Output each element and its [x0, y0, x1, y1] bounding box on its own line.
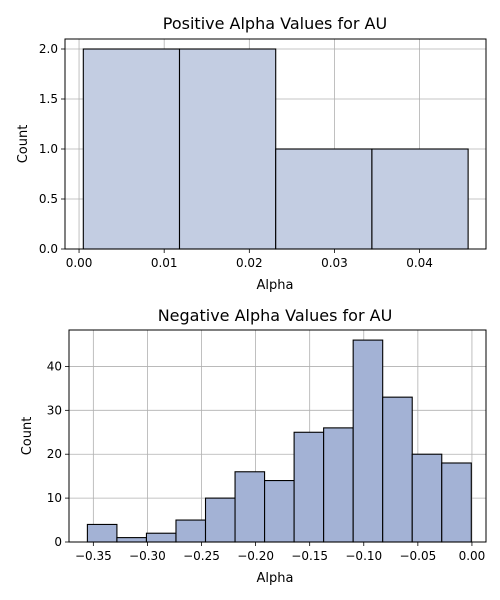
y-tick-label: 2.0 [39, 42, 58, 56]
x-axis-label: Alpha [257, 278, 294, 293]
x-axis-label: Alpha [257, 571, 294, 586]
y-tick-label: 0.0 [39, 242, 58, 256]
y-tick-label: 1.0 [39, 142, 58, 156]
x-tick-label: −0.25 [183, 549, 220, 563]
positive-alpha-histogram: Positive Alpha Values for AU 0.00 0.01 0.0… [16, 14, 487, 293]
x-ticks: 0.00 0.01 0.02 0.03 0.04 [66, 249, 433, 270]
x-tick-label: 0.00 [459, 549, 486, 563]
axes-frame [64, 38, 487, 250]
histogram-bar [175, 519, 207, 543]
histogram-bar [178, 48, 277, 250]
y-tick-label: 40 [47, 359, 62, 373]
x-tick-label: −0.10 [345, 549, 382, 563]
y-ticks: 0 10 20 30 40 [47, 359, 69, 549]
histogram-bar [323, 427, 354, 543]
axes-frame [68, 329, 487, 543]
histogram-bar [82, 48, 181, 250]
chart-title: Negative Alpha Values for AU [158, 306, 393, 325]
histogram-bar [234, 471, 266, 543]
x-tick-label: −0.05 [399, 549, 436, 563]
histogram-bar [145, 532, 177, 543]
y-tick-label: 0 [54, 535, 62, 549]
y-axis-label: Count [20, 417, 35, 456]
histogram-bar [264, 480, 295, 543]
y-ticks: 0.0 0.5 1.0 1.5 2.0 [39, 42, 65, 256]
x-tick-label: −0.35 [75, 549, 112, 563]
x-tick-label: 0.03 [321, 256, 348, 270]
histogram-bar [116, 537, 148, 543]
y-tick-label: 30 [47, 403, 62, 417]
histogram-bar [371, 148, 469, 250]
negative-alpha-histogram: Negative Alpha Values for AU −0.35 −0.30−… [20, 306, 487, 586]
histogram-bar [204, 497, 236, 543]
chart-title: Positive Alpha Values for AU [163, 14, 387, 33]
y-tick-label: 0.5 [39, 192, 58, 206]
y-tick-label: 20 [47, 447, 62, 461]
histogram-bar [411, 453, 443, 543]
x-tick-label: 0.01 [151, 256, 178, 270]
x-tick-label: −0.15 [291, 549, 328, 563]
x-tick-label: −0.30 [129, 549, 166, 563]
histogram-bar [293, 431, 325, 543]
histogram-bar [352, 339, 384, 543]
histogram-bar [382, 396, 413, 543]
histogram-bar [275, 148, 373, 250]
x-ticks: −0.35 −0.30 −0.25 −0.20 −0.15 −0.10 −0.05 0.00 [75, 542, 485, 563]
y-axis-label: Count [16, 125, 31, 164]
x-tick-label: 0.02 [236, 256, 263, 270]
x-tick-label: 0.00 [66, 256, 93, 270]
bars [82, 48, 469, 250]
x-tick-label: −0.20 [237, 549, 274, 563]
y-tick-label: 10 [47, 491, 62, 505]
histogram-bar [441, 462, 472, 543]
y-tick-label: 1.5 [39, 92, 58, 106]
x-tick-label: 0.04 [406, 256, 433, 270]
bars [86, 339, 472, 543]
histogram-bar [86, 523, 118, 543]
